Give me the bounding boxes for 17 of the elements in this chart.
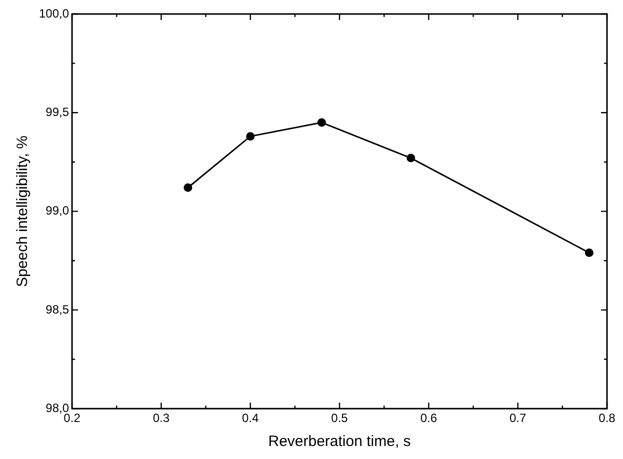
x-tick-label: 0.6 bbox=[420, 411, 438, 426]
x-tick-label: 0.7 bbox=[509, 411, 526, 426]
y-axis-title: Speech intelligibility, % bbox=[14, 136, 32, 288]
y-tick-label: 98,5 bbox=[46, 302, 70, 316]
point bbox=[246, 132, 255, 141]
point bbox=[184, 183, 192, 192]
point bbox=[406, 154, 416, 162]
x-tick-label: 0.3 bbox=[152, 411, 170, 426]
point bbox=[584, 248, 594, 257]
y-tick-label: 100,0 bbox=[39, 6, 70, 20]
x-axis-title: Reverberation time, s bbox=[268, 433, 411, 450]
point bbox=[317, 118, 326, 127]
x-tick-label: 0.4 bbox=[242, 411, 260, 426]
y-tick-label: 99,0 bbox=[46, 204, 70, 218]
y-tick-label: 99,5 bbox=[46, 104, 70, 119]
x-tick-label: 0.8 bbox=[598, 411, 616, 426]
x-tick-label: 0.5 bbox=[331, 411, 348, 426]
